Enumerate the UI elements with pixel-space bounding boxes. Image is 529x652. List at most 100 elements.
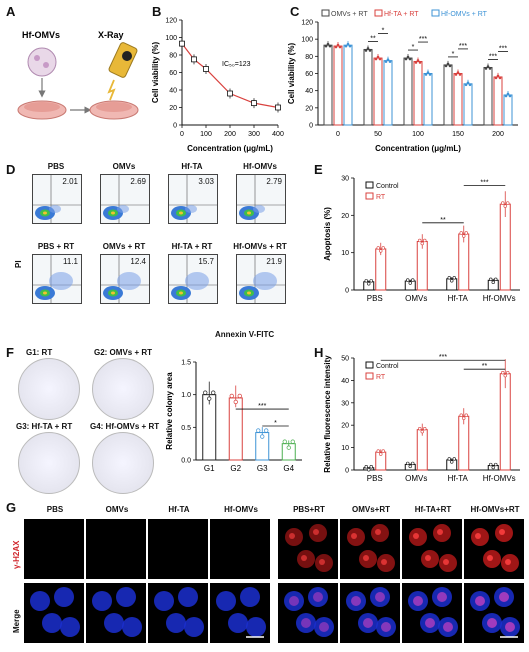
x-tick-label: OMVs [405, 474, 427, 483]
data-point [227, 90, 233, 97]
data-point [506, 370, 510, 375]
data-point [459, 413, 463, 417]
dish-label-g2: G2: OMVs + RT [94, 348, 153, 357]
flow-quadrant-value: 3.03 [198, 177, 214, 186]
data-point [498, 76, 502, 80]
x-tick-label: Hf-TA [448, 294, 469, 303]
data-point [444, 64, 448, 68]
data-point [207, 396, 212, 401]
data-point [408, 464, 412, 469]
data-point [424, 73, 428, 76]
omvs-label: Hf-OMVs [22, 30, 60, 40]
merge-image [24, 583, 84, 643]
x-tick-label: OMVs [405, 294, 427, 303]
bar [363, 48, 373, 126]
flow-scatter [237, 175, 285, 223]
data-point [462, 416, 466, 420]
y-tick-label: 80 [305, 54, 313, 61]
gh2ax-image [402, 519, 462, 579]
y-tick-label: 20 [305, 105, 313, 112]
bar [503, 94, 513, 126]
data-point [346, 42, 350, 46]
data-point [368, 49, 372, 52]
legend-label: Control [376, 183, 399, 190]
gh2ax-image [278, 519, 338, 579]
panel-label-f: F [6, 345, 14, 360]
flow-plot-title: PBS + RT [37, 242, 75, 251]
data-point [452, 457, 456, 461]
legend-swatch [431, 9, 440, 17]
flow-scatter [33, 175, 81, 223]
flow-quadrant-value: 2.69 [130, 177, 146, 186]
data-point [211, 390, 216, 395]
x-tick-label: G2 [230, 464, 241, 473]
bar [375, 248, 387, 291]
merge-image [340, 583, 400, 643]
data-point [367, 468, 371, 472]
data-point [501, 201, 505, 205]
significance-mark: *** [489, 53, 497, 60]
x-tick-label: 200 [224, 131, 236, 138]
flow-quadrant-value: 2.01 [62, 177, 78, 186]
y-axis-label: Apoptosis (%) [323, 207, 332, 261]
legend-label: Control [376, 363, 399, 370]
x-axis-label: Concentration (μg/mL) [187, 144, 273, 153]
y-tick-label: 120 [165, 18, 177, 25]
flow-xlabel: Annexin V-FITC [215, 330, 275, 339]
y-tick-label: 0.0 [181, 458, 191, 465]
micro-column-title: Hf-OMVs+RT [470, 505, 520, 514]
data-point [404, 57, 408, 61]
bar [228, 397, 243, 461]
data-point [376, 55, 380, 59]
xray-label: X-Ray [98, 30, 124, 40]
bar [453, 73, 463, 126]
data-point [491, 465, 495, 470]
y-tick-label: 1.5 [181, 360, 191, 367]
bar [343, 44, 353, 126]
bar [483, 66, 493, 126]
data-point [384, 60, 388, 63]
legend-swatch [365, 181, 374, 189]
data-point [411, 461, 415, 466]
data-point [406, 278, 410, 282]
flow-quadrant-value: 21.9 [266, 257, 282, 266]
panel-h-chart: 0 10 20 30 40 50 Relative fluorescence intensi… [314, 348, 526, 498]
y-tick-label: 30 [341, 400, 349, 407]
panel-g-microscopy: PBS OMVs Hf-TA Hf-OMVs PBS+RT OMVs+RT Hf-TA+RT… [10, 505, 528, 650]
data-point [179, 40, 185, 47]
data-point [336, 43, 340, 47]
data-point [233, 399, 238, 405]
data-point [459, 231, 463, 235]
legend-label: Hf-TA + RT [384, 11, 419, 18]
bar [423, 73, 433, 126]
flow-plot-title: Hf-TA [181, 162, 203, 171]
significance-mark: *** [419, 36, 427, 43]
data-point [290, 439, 295, 444]
data-point [447, 457, 451, 461]
data-point [386, 58, 390, 61]
colony-dish-g4 [92, 432, 154, 494]
data-point [452, 276, 456, 280]
data-point [275, 104, 281, 111]
data-point [428, 73, 432, 76]
data-point [418, 426, 422, 431]
data-point [494, 277, 498, 281]
bar [493, 76, 503, 126]
flow-quadrant-value: 2.79 [266, 177, 282, 186]
x-tick-label: 0 [180, 131, 184, 138]
flow-plot-title: Hf-TA + RT [171, 242, 213, 251]
data-point [447, 276, 451, 280]
bar [463, 83, 473, 126]
data-point [462, 234, 466, 238]
x-tick-label: 50 [374, 131, 382, 138]
data-point [411, 278, 415, 282]
data-point [326, 42, 330, 46]
x-tick-label: 200 [492, 131, 504, 138]
x-tick-label: 150 [452, 131, 464, 138]
x-tick-label: 300 [248, 131, 260, 138]
significance-mark: *** [439, 354, 447, 361]
x-tick-label: 100 [412, 131, 424, 138]
flow-plot: 2.69 [100, 174, 150, 224]
panel-label-c: C [290, 4, 300, 19]
flow-scatter [101, 255, 149, 303]
